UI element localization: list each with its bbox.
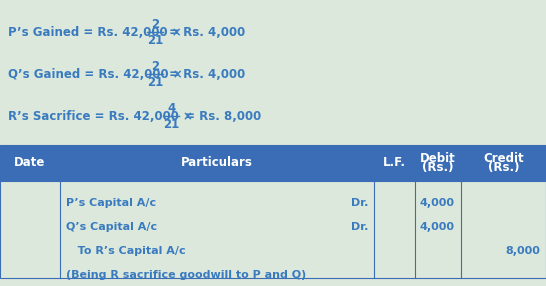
Text: (Being R sacrifice goodwill to P and Q): (Being R sacrifice goodwill to P and Q) (66, 270, 306, 280)
Text: 4: 4 (167, 102, 175, 116)
Text: 21: 21 (163, 118, 179, 130)
Text: P’s Capital A/c: P’s Capital A/c (66, 198, 156, 208)
Bar (415, 145, 461, 181)
Text: Date: Date (14, 156, 46, 170)
Text: P’s Gained = Rs. 42,000 ×: P’s Gained = Rs. 42,000 × (8, 25, 186, 39)
Text: L.F.: L.F. (383, 156, 406, 170)
Text: R’s Sacrifice = Rs. 42,000 ×: R’s Sacrifice = Rs. 42,000 × (8, 110, 197, 122)
Text: 4,000: 4,000 (420, 198, 455, 208)
Text: 8,000: 8,000 (505, 246, 540, 256)
Text: Dr.: Dr. (351, 222, 368, 232)
Text: Dr.: Dr. (351, 198, 368, 208)
Text: 21: 21 (147, 76, 163, 88)
Text: 2: 2 (151, 19, 159, 31)
Text: 21: 21 (147, 33, 163, 47)
Bar (60, 145, 374, 181)
Text: = Rs. 8,000: = Rs. 8,000 (181, 110, 262, 122)
Bar (374, 145, 415, 181)
Bar (0, 181, 546, 278)
Text: Debit: Debit (420, 152, 456, 164)
Bar (0, 145, 60, 181)
Text: = Rs. 4,000: = Rs. 4,000 (165, 25, 245, 39)
Text: Q’s Capital A/c: Q’s Capital A/c (66, 222, 157, 232)
Text: To R’s Capital A/c: To R’s Capital A/c (66, 246, 186, 256)
Text: Q’s Gained = Rs. 42,000 ×: Q’s Gained = Rs. 42,000 × (8, 67, 187, 80)
Bar (461, 145, 546, 181)
Text: (Rs.): (Rs.) (488, 162, 519, 174)
Text: (Rs.): (Rs.) (422, 162, 454, 174)
Text: Credit: Credit (483, 152, 524, 164)
Text: 2: 2 (151, 61, 159, 74)
Text: Particulars: Particulars (181, 156, 253, 170)
Text: 4,000: 4,000 (420, 222, 455, 232)
Text: = Rs. 4,000: = Rs. 4,000 (165, 67, 245, 80)
